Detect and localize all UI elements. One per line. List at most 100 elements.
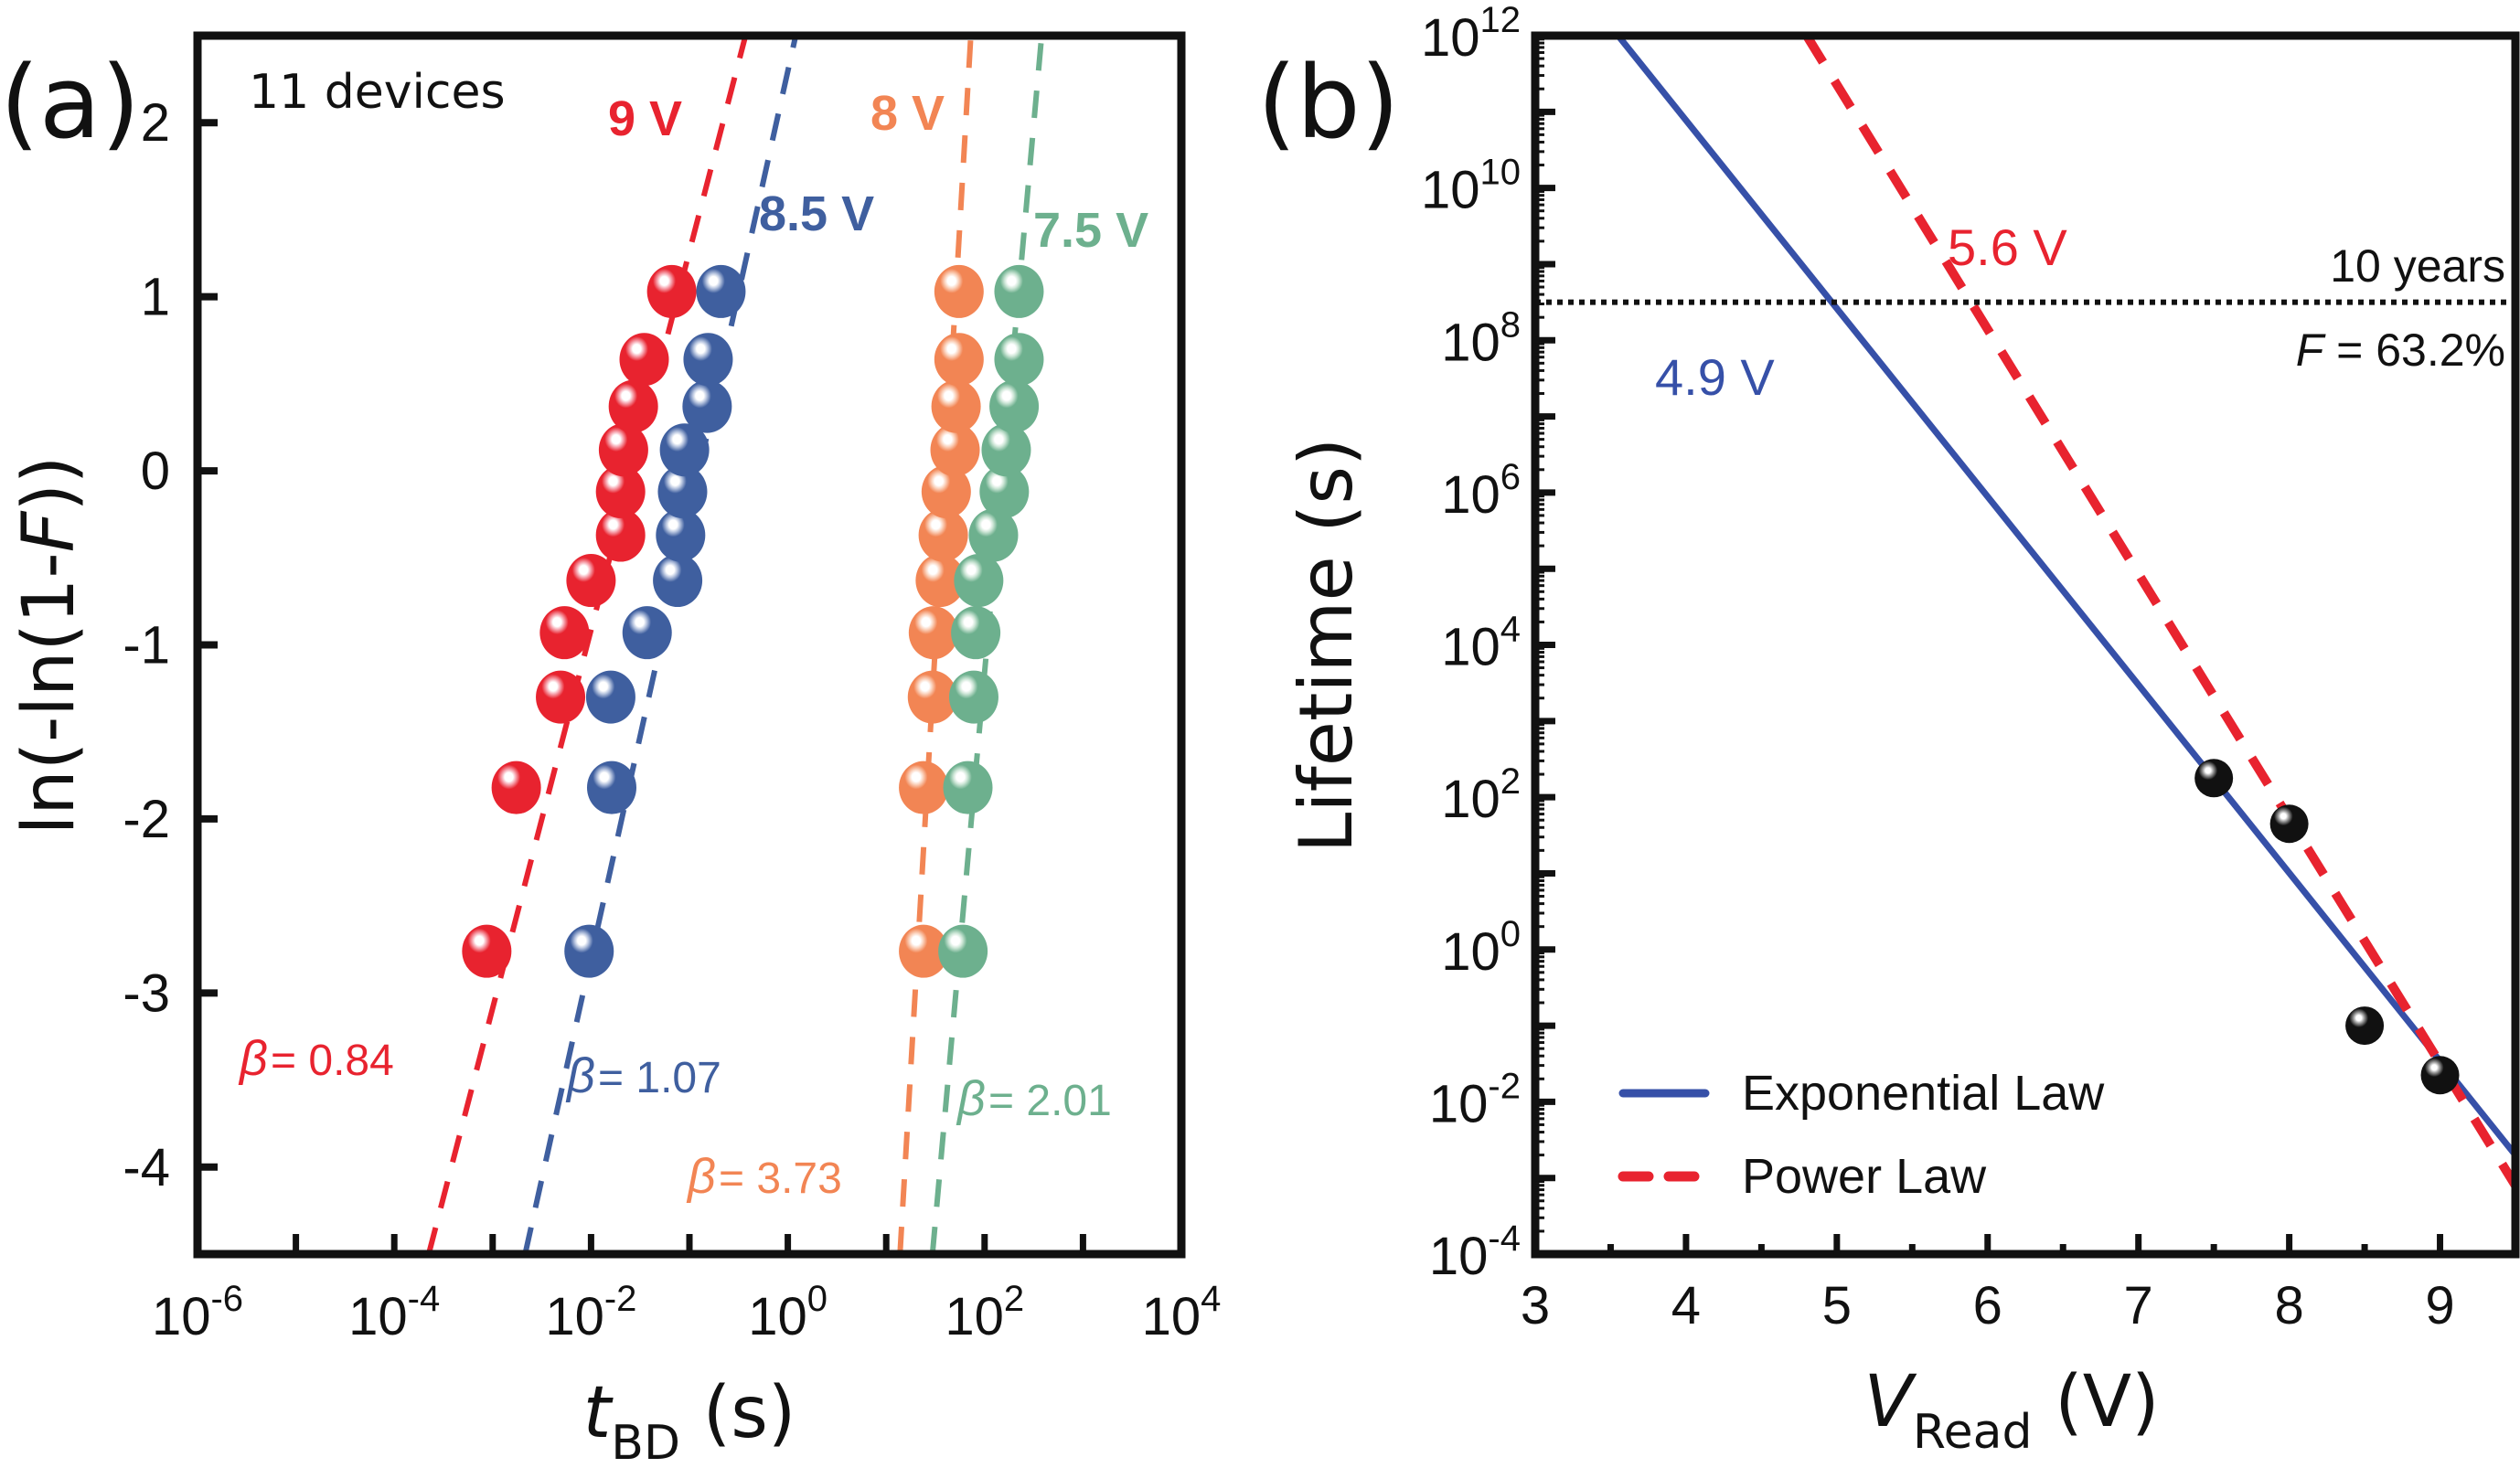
annotation-5-6v: 5.6 V xyxy=(1948,218,2067,276)
tick-exponent: 0 xyxy=(807,1279,828,1319)
data-point-series-3 xyxy=(938,924,988,978)
data-point-series-0 xyxy=(608,379,658,433)
data-point-series-2 xyxy=(915,554,966,608)
ylabel-suffix: )) xyxy=(8,456,91,512)
panel-a: (a) 210-1-2-3-4 10-6 10-4 10-2 100 102 104 11… xyxy=(0,31,1222,1468)
panel-a-label: (a) xyxy=(0,44,140,161)
f-value: = 63.2% xyxy=(2323,324,2505,376)
tick-base: 10 xyxy=(545,1287,604,1346)
tick-exponent: 10 xyxy=(1480,153,1522,193)
data-point-series-2 xyxy=(899,924,949,978)
data-point-series-0 xyxy=(536,670,586,724)
tick-exponent: 8 xyxy=(1500,304,1521,345)
tick-exponent: 4 xyxy=(1500,610,1521,650)
x-tick-label: 6 xyxy=(1973,1276,2002,1335)
tick-base: 10 xyxy=(1441,770,1500,829)
fit-line-3 xyxy=(929,36,1045,1254)
x-tick-label: 5 xyxy=(1822,1276,1852,1335)
beta-value: = 1.07 xyxy=(598,1054,721,1102)
data-point-series-1 xyxy=(696,264,746,318)
tick-exponent: -6 xyxy=(210,1279,243,1319)
tick-base: 10 xyxy=(1441,465,1500,525)
x-tick-label: 10-2 xyxy=(545,1279,636,1346)
x-tick-label: 102 xyxy=(945,1279,1024,1346)
y-tick-label: 104 xyxy=(1441,610,1521,677)
panel-b-x-axis-title: VRead (V) xyxy=(1863,1361,2159,1460)
data-point-series-3 xyxy=(989,379,1040,433)
y-tick-label: 2 xyxy=(141,93,170,153)
data-point-series-0 xyxy=(595,508,646,562)
failure-fraction-label: F = 63.2% xyxy=(2296,324,2505,376)
ylabel-italic: F xyxy=(8,510,91,552)
beta-symbol: β xyxy=(238,1031,268,1086)
tick-base: 10 xyxy=(1421,161,1480,220)
data-point-series-1 xyxy=(585,670,635,724)
tick-base: 10 xyxy=(1421,8,1480,68)
data-point-series-2 xyxy=(899,761,949,814)
x-tick-label: 10-6 xyxy=(152,1279,243,1346)
tick-base: 10 xyxy=(1429,1074,1489,1133)
tick-base: 10 xyxy=(152,1287,211,1346)
y-tick-label: -3 xyxy=(123,963,170,1023)
y-tick-label: -1 xyxy=(123,616,170,675)
beta-label-8v: β = 3.73 xyxy=(686,1149,842,1204)
y-tick-label: 100 xyxy=(1441,914,1521,982)
tick-base: 10 xyxy=(1429,1227,1489,1286)
panel-a-x-axis-title: tBD (s) xyxy=(583,1372,796,1468)
panel-b-label: (b) xyxy=(1257,44,1400,161)
y-tick-label: 1 xyxy=(141,268,170,327)
beta-value: = 2.01 xyxy=(988,1077,1112,1125)
annotation-4-9v: 4.9 V xyxy=(1655,348,1775,406)
x-tick-label: 8 xyxy=(2274,1276,2303,1335)
data-point-series-0 xyxy=(491,761,541,814)
data-point-series-1 xyxy=(656,508,706,562)
tick-exponent: 2 xyxy=(1500,761,1521,802)
data-point-series-3 xyxy=(994,264,1044,318)
data-point-series-0 xyxy=(462,924,512,978)
legend: Exponential Law Power Law xyxy=(1618,1066,2105,1204)
data-point-series-1 xyxy=(653,554,703,608)
tick-exponent: -2 xyxy=(604,1279,637,1319)
data-point-series-0 xyxy=(595,464,646,518)
data-point-series-1 xyxy=(622,606,672,660)
legend-entry-power[interactable]: Power Law xyxy=(1618,1149,1987,1204)
data-point-series-1 xyxy=(564,924,614,978)
ten-years-label: 10 years xyxy=(2330,240,2505,292)
series-label-8-5v: 8.5 V xyxy=(759,186,874,241)
x-tick-label: 7 xyxy=(2124,1276,2153,1335)
y-tick-label: 102 xyxy=(1441,761,1521,829)
data-point-series-1 xyxy=(657,464,708,518)
x-tick-label: 4 xyxy=(1671,1276,1701,1335)
lifetime-point xyxy=(2420,1056,2460,1095)
tick-base: 10 xyxy=(348,1287,408,1346)
y-tick-label: 106 xyxy=(1441,457,1521,525)
y-tick-label: 1010 xyxy=(1421,153,1521,220)
tick-base: 10 xyxy=(1441,922,1500,982)
data-point-series-1 xyxy=(586,761,636,814)
x-tick-label: 10-4 xyxy=(348,1279,440,1346)
xlabel-unit: (V) xyxy=(2033,1361,2160,1443)
beta-symbol: β xyxy=(686,1149,716,1204)
x-tick-label: 9 xyxy=(2425,1276,2454,1335)
y-tick-label: 10-4 xyxy=(1429,1218,1521,1286)
xlabel-main: V xyxy=(1863,1361,1917,1443)
x-tick-label: 104 xyxy=(1142,1279,1222,1346)
beta-symbol: β xyxy=(956,1071,986,1126)
data-point-series-2 xyxy=(934,333,984,387)
panel-b-data-points xyxy=(2194,759,2460,1095)
data-point-series-3 xyxy=(943,761,993,814)
data-point-series-3 xyxy=(968,508,1019,562)
lifetime-point xyxy=(2194,759,2234,798)
panel-b-y-axis-title: Lifetime (s) xyxy=(1284,438,1369,853)
data-point-series-3 xyxy=(981,423,1031,477)
f-symbol: F xyxy=(2296,324,2326,376)
xlabel-unit: (s) xyxy=(680,1372,796,1454)
data-point-series-2 xyxy=(907,670,957,724)
fit-line-2 xyxy=(897,36,974,1254)
legend-entry-exponential[interactable]: Exponential Law xyxy=(1618,1066,2105,1121)
x-tick-label: 3 xyxy=(1521,1276,1550,1335)
beta-label-8-5v: β = 1.07 xyxy=(565,1048,721,1103)
x-tick-label: 100 xyxy=(748,1279,828,1346)
